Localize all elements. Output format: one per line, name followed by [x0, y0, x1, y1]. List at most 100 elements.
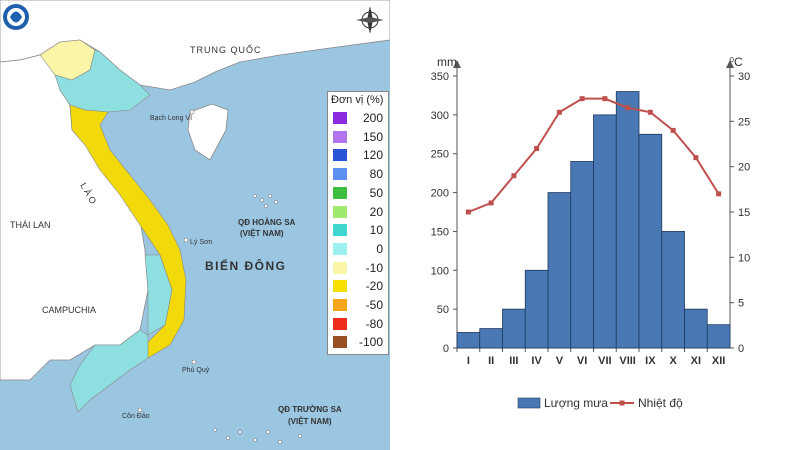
label-ly-son: Lý Sơn	[190, 239, 213, 246]
legend-swatch	[333, 242, 347, 255]
temperature-point	[579, 96, 585, 102]
legend-swatch	[333, 224, 347, 237]
legend-label: 80	[369, 167, 383, 182]
island-bach-long-vi	[189, 109, 195, 115]
legend-swatch	[333, 168, 347, 181]
rainfall-bar	[684, 308, 708, 349]
label-hoang-sa-vn: (VIỆT NAM)	[240, 229, 284, 238]
legend-item: -50	[331, 297, 387, 313]
legend-item: -10	[331, 260, 387, 276]
temperature-point	[647, 109, 653, 115]
temperature-point	[602, 96, 608, 102]
rainfall-bar	[661, 231, 685, 349]
legend-label: 120	[362, 148, 383, 163]
y-right-tick-label: 0	[738, 343, 744, 355]
y-left-tick-label: 350	[431, 71, 449, 83]
rainfall-anomaly-map: TRUNG QUỐC Bạch Long Vĩ L À O THÁI LAN C…	[0, 0, 390, 450]
hainan-island	[187, 103, 229, 161]
vn-central-zone	[69, 104, 187, 359]
legend-label: -80	[365, 316, 383, 331]
x-tick-label: VI	[577, 355, 587, 367]
hoang-sa-islands	[253, 194, 278, 208]
legend-swatch	[333, 336, 347, 349]
x-tick-label: V	[556, 355, 564, 367]
legend-label: -10	[365, 260, 383, 275]
y-left-tick-label: 0	[443, 343, 449, 355]
label-china: TRUNG QUỐC	[190, 44, 262, 55]
x-tick-label: VII	[598, 355, 611, 367]
legend-item: 10	[331, 222, 387, 238]
x-tick-label: II	[488, 355, 494, 367]
map-legend: Đơn vị (%) 200 150 120 80 50 20 10 0 -10 -20 -50 -8…	[327, 91, 389, 355]
agency-logo	[3, 4, 29, 30]
temperature-line	[465, 96, 722, 215]
y-right-tick-label: 25	[738, 116, 750, 128]
legend-label: -100	[358, 335, 383, 350]
legend-swatch	[333, 130, 347, 143]
y-left-tick-label: 250	[431, 149, 449, 161]
rainfall-bar	[593, 114, 617, 349]
rainfall-bars	[456, 91, 731, 349]
legend-item: 80	[331, 166, 387, 182]
temperature-point	[511, 173, 517, 179]
compass-icon	[356, 6, 384, 34]
legend-label: 0	[376, 241, 383, 256]
rainfall-bar	[502, 308, 526, 349]
y-axis-left-arrow	[453, 60, 461, 68]
label-cambodia: CAMPUCHIA	[42, 305, 96, 315]
chart-legend: Lượng mưa Nhiệt độ	[517, 396, 683, 410]
legend-swatch	[333, 186, 347, 199]
legend-label: 50	[369, 185, 383, 200]
rainfall-bar	[615, 91, 640, 349]
legend-swatch	[333, 299, 347, 311]
legend-title: Đơn vị (%)	[331, 94, 384, 106]
temperature-point	[556, 109, 562, 115]
x-tick-label: I	[467, 355, 470, 367]
label-truong-sa-vn: (VIỆT NAM)	[288, 417, 332, 426]
legend-item: 120	[331, 147, 387, 163]
legend-label: 20	[369, 204, 383, 219]
label-bien-dong: BIỂN ĐÔNG	[205, 258, 287, 273]
rainfall-bar	[570, 161, 594, 349]
legend-label: 10	[369, 223, 383, 238]
label-truong-sa: QĐ TRƯỜNG SA	[278, 405, 342, 414]
legend-item: 200	[331, 110, 387, 126]
rainfall-bar	[547, 192, 572, 349]
rainfall-bar	[456, 332, 481, 349]
legend-label: 150	[362, 129, 383, 144]
y-left-tick-label: 200	[431, 188, 449, 200]
rainfall-bar	[706, 324, 731, 349]
rainfall-bar	[638, 133, 663, 349]
temperature-point	[716, 191, 722, 197]
label-con-dao: Côn Đảo	[122, 413, 150, 420]
rainfall-bar	[479, 328, 503, 349]
x-tick-label: III	[509, 355, 518, 367]
legend-item: -20	[331, 278, 387, 294]
legend-swatch	[333, 149, 347, 162]
y-right-unit: ⁰C	[729, 55, 743, 69]
temperature-point	[670, 127, 676, 133]
y-right-tick-label: 15	[738, 207, 750, 219]
legend-swatch	[333, 205, 347, 218]
label-phu-quy: Phú Quý	[182, 367, 210, 374]
legend-item: 50	[331, 185, 387, 201]
island-phu-quy	[191, 359, 197, 365]
y-right-tick-label: 5	[738, 298, 744, 310]
y-left-tick-label: 300	[431, 110, 449, 122]
vn-south-zone	[69, 329, 149, 413]
y-axis-right-arrow	[726, 60, 734, 68]
legend-item: -80	[331, 316, 387, 332]
legend-temperature-marker	[619, 400, 625, 406]
x-tick-label: X	[669, 355, 677, 367]
vn-highlands-zone	[144, 254, 173, 336]
legend-temperature-label: Nhiệt độ	[638, 396, 683, 410]
legend-label: -20	[365, 279, 383, 294]
x-tick-label: VIII	[619, 355, 636, 367]
y-left-tick-label: 100	[431, 265, 449, 277]
x-tick-label: XI	[691, 355, 701, 367]
temperature-point	[465, 209, 471, 215]
island-ly-son	[183, 237, 189, 243]
legend-rainfall-label: Lượng mưa	[544, 396, 608, 410]
